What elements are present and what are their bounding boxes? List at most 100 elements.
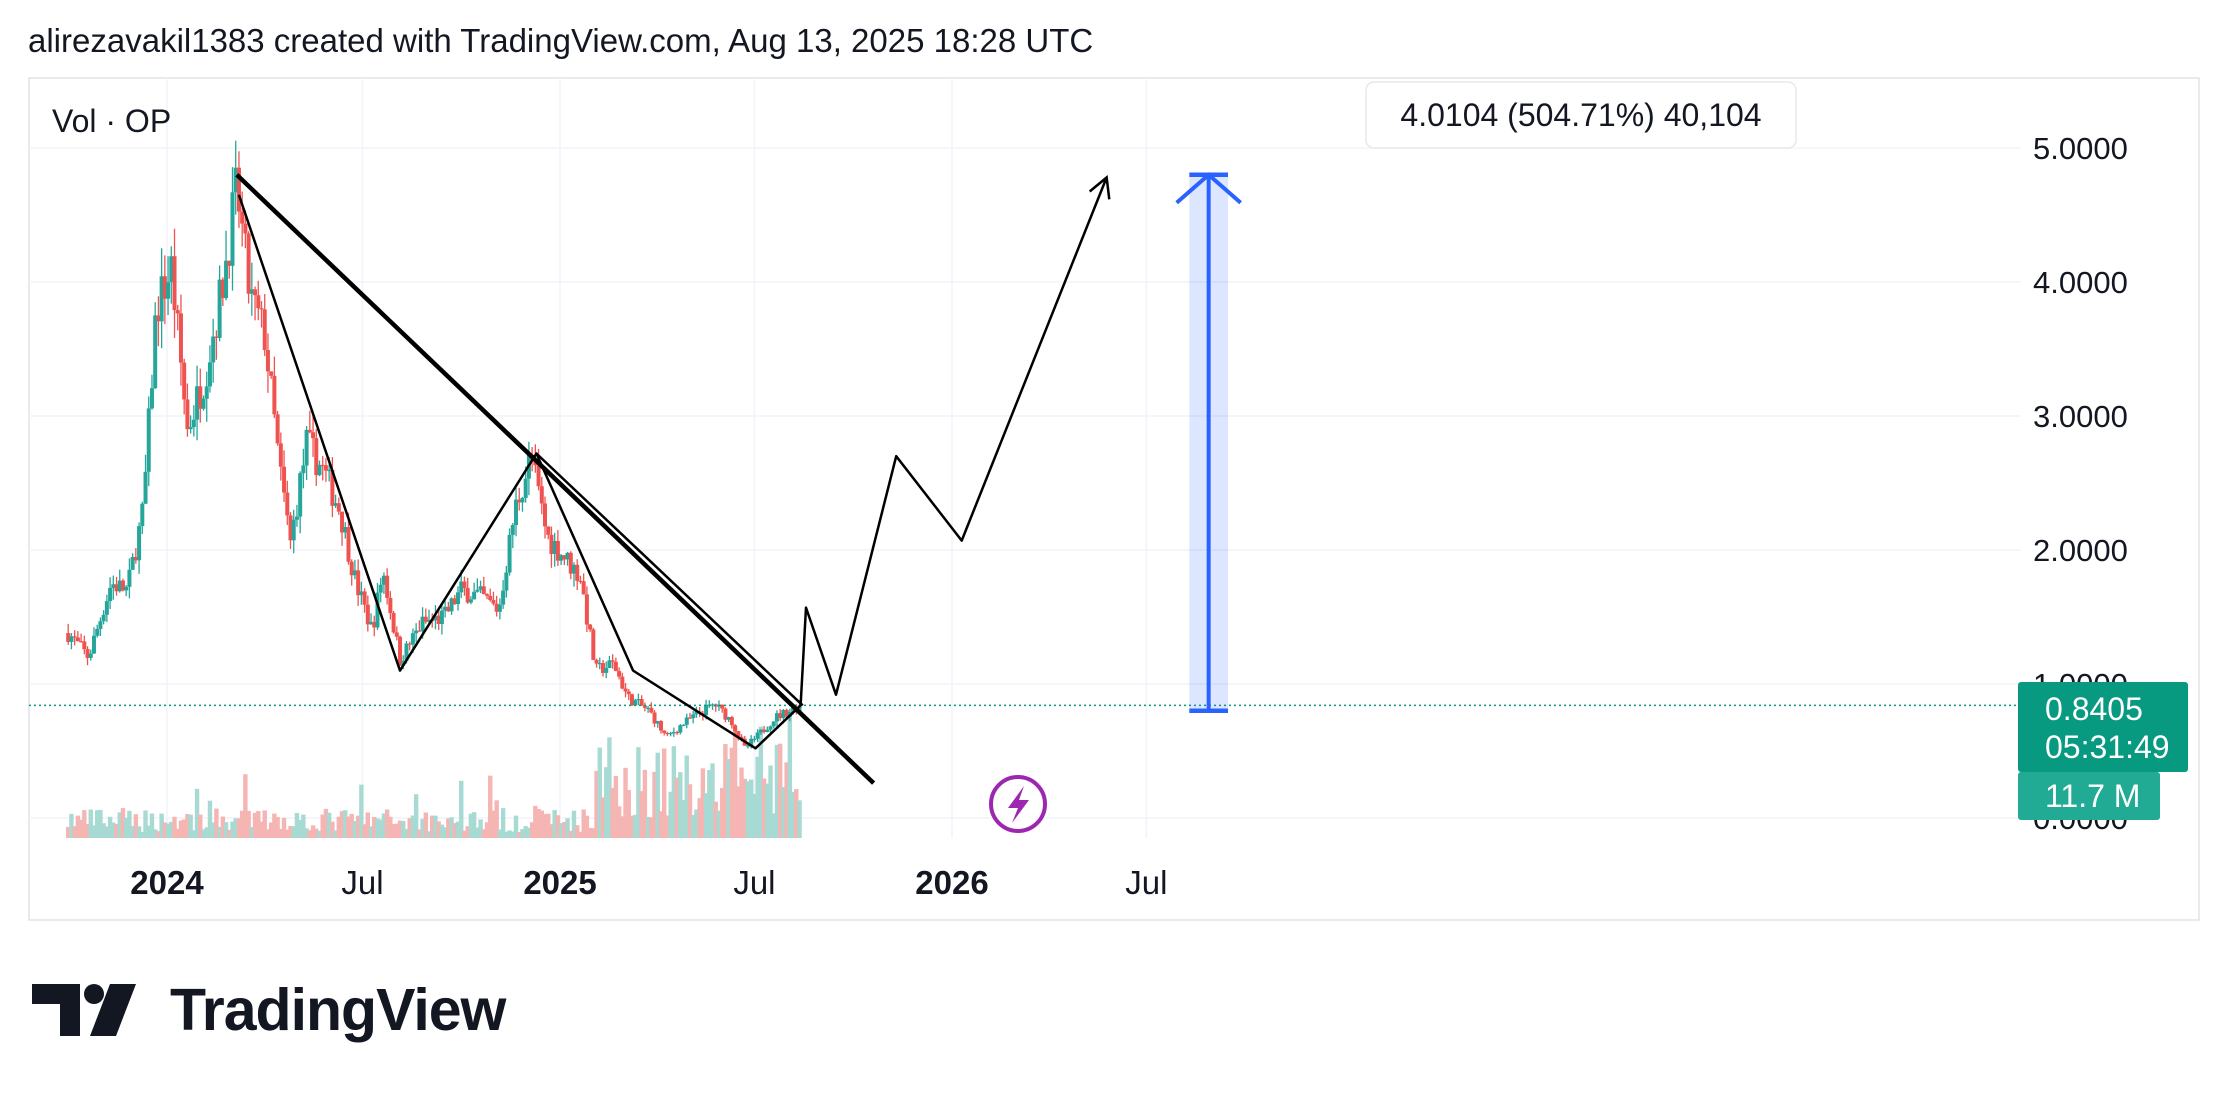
volume-bar bbox=[703, 793, 709, 838]
volume-bar bbox=[349, 813, 354, 838]
volume-bar bbox=[230, 821, 235, 838]
candle-body bbox=[636, 698, 641, 701]
x-tick-label: Jul bbox=[733, 864, 775, 901]
volume-bar bbox=[82, 810, 87, 838]
candle-body bbox=[504, 572, 509, 591]
candle-body bbox=[188, 427, 193, 430]
volume-bar bbox=[69, 813, 74, 838]
candle-body bbox=[249, 289, 254, 294]
volume-bar bbox=[442, 827, 448, 838]
time-axis[interactable]: 2024 Jul 2025 Jul 2026 Jul bbox=[130, 864, 1167, 901]
measure-tool[interactable] bbox=[1175, 172, 1242, 714]
lightning-bolt-icon[interactable] bbox=[989, 775, 1047, 833]
candle-body bbox=[201, 398, 206, 409]
volume-bar bbox=[652, 771, 657, 838]
candle-body bbox=[559, 555, 564, 561]
candle-body bbox=[224, 260, 229, 299]
volume-bar bbox=[497, 829, 503, 838]
volume-bar bbox=[742, 778, 747, 838]
volume-bar bbox=[707, 769, 712, 838]
volume-bar bbox=[794, 789, 799, 838]
candle-body bbox=[214, 336, 219, 338]
candle-body bbox=[301, 465, 306, 474]
volume-bar bbox=[381, 813, 387, 838]
volume-bar bbox=[687, 784, 693, 838]
candle-body bbox=[227, 260, 232, 266]
volume-bar bbox=[716, 810, 722, 838]
volume-bar bbox=[146, 825, 151, 838]
volume-bar bbox=[726, 759, 731, 838]
candle-body bbox=[497, 604, 502, 612]
volume-bar bbox=[681, 800, 686, 838]
candle-body bbox=[791, 707, 796, 712]
candle-body bbox=[716, 704, 721, 707]
volume-bar bbox=[536, 808, 541, 838]
candle-body bbox=[652, 712, 657, 724]
candle-body bbox=[169, 256, 174, 283]
volume-bar bbox=[761, 778, 767, 838]
volume-bar bbox=[320, 814, 325, 838]
candle-body bbox=[758, 729, 763, 733]
volume-bar bbox=[674, 777, 680, 838]
tradingview-brand[interactable]: TradingView bbox=[32, 975, 506, 1045]
candle-body bbox=[610, 660, 615, 662]
candle-body bbox=[552, 541, 557, 554]
volume-bar bbox=[120, 808, 126, 838]
candle-body bbox=[359, 591, 364, 596]
candle-body bbox=[694, 711, 699, 715]
volume-bar bbox=[745, 781, 751, 838]
candle-body bbox=[246, 233, 251, 294]
volume-bar bbox=[581, 809, 586, 838]
drawings[interactable] bbox=[235, 173, 1111, 785]
candle-body bbox=[468, 599, 473, 603]
candle-body bbox=[140, 503, 145, 527]
inner-trendline bbox=[535, 452, 804, 707]
volume-bar bbox=[281, 817, 287, 838]
candle-body bbox=[588, 624, 593, 630]
volume-bar bbox=[459, 780, 464, 838]
candle-body bbox=[433, 615, 438, 621]
volume-bar bbox=[239, 810, 245, 838]
volume-bar bbox=[175, 828, 180, 838]
candle-body bbox=[211, 336, 216, 363]
candle-body bbox=[729, 717, 734, 726]
candle-body bbox=[423, 616, 428, 622]
candle-body bbox=[491, 599, 496, 604]
volume-bar bbox=[152, 829, 158, 838]
volume-bar bbox=[620, 816, 625, 838]
volume-bar bbox=[159, 813, 164, 838]
x-tick-label: Jul bbox=[1125, 864, 1167, 901]
volume-bar bbox=[172, 816, 177, 838]
candle-body bbox=[452, 598, 457, 605]
candle-body bbox=[465, 588, 470, 603]
candle-body bbox=[253, 289, 258, 296]
candle-body bbox=[594, 659, 599, 664]
candle-body bbox=[414, 630, 419, 634]
volume-bar bbox=[446, 818, 451, 838]
candle-body bbox=[98, 621, 103, 629]
candle-body bbox=[198, 386, 203, 409]
candle-body bbox=[207, 362, 212, 387]
volume-bar bbox=[420, 818, 425, 838]
candle-body bbox=[684, 717, 689, 725]
volume-legend[interactable]: Vol · OP bbox=[52, 103, 171, 139]
candle-body bbox=[349, 561, 354, 576]
volume-bar bbox=[752, 793, 757, 838]
volume-bar bbox=[233, 818, 238, 838]
candle-body bbox=[108, 587, 113, 602]
candle-body bbox=[459, 581, 464, 593]
candle-body bbox=[394, 632, 399, 637]
volume-bar bbox=[610, 787, 615, 838]
candle-body bbox=[584, 594, 589, 625]
volume-bar bbox=[169, 821, 174, 838]
volume-bar bbox=[565, 818, 570, 838]
volume-bar bbox=[671, 746, 677, 838]
volume-bar bbox=[639, 791, 644, 838]
candle-body bbox=[571, 564, 576, 574]
candle-body bbox=[752, 738, 757, 740]
candle-body bbox=[69, 636, 74, 642]
candle-body bbox=[352, 570, 357, 576]
volume-bar bbox=[330, 821, 335, 838]
candle-body bbox=[555, 541, 560, 561]
